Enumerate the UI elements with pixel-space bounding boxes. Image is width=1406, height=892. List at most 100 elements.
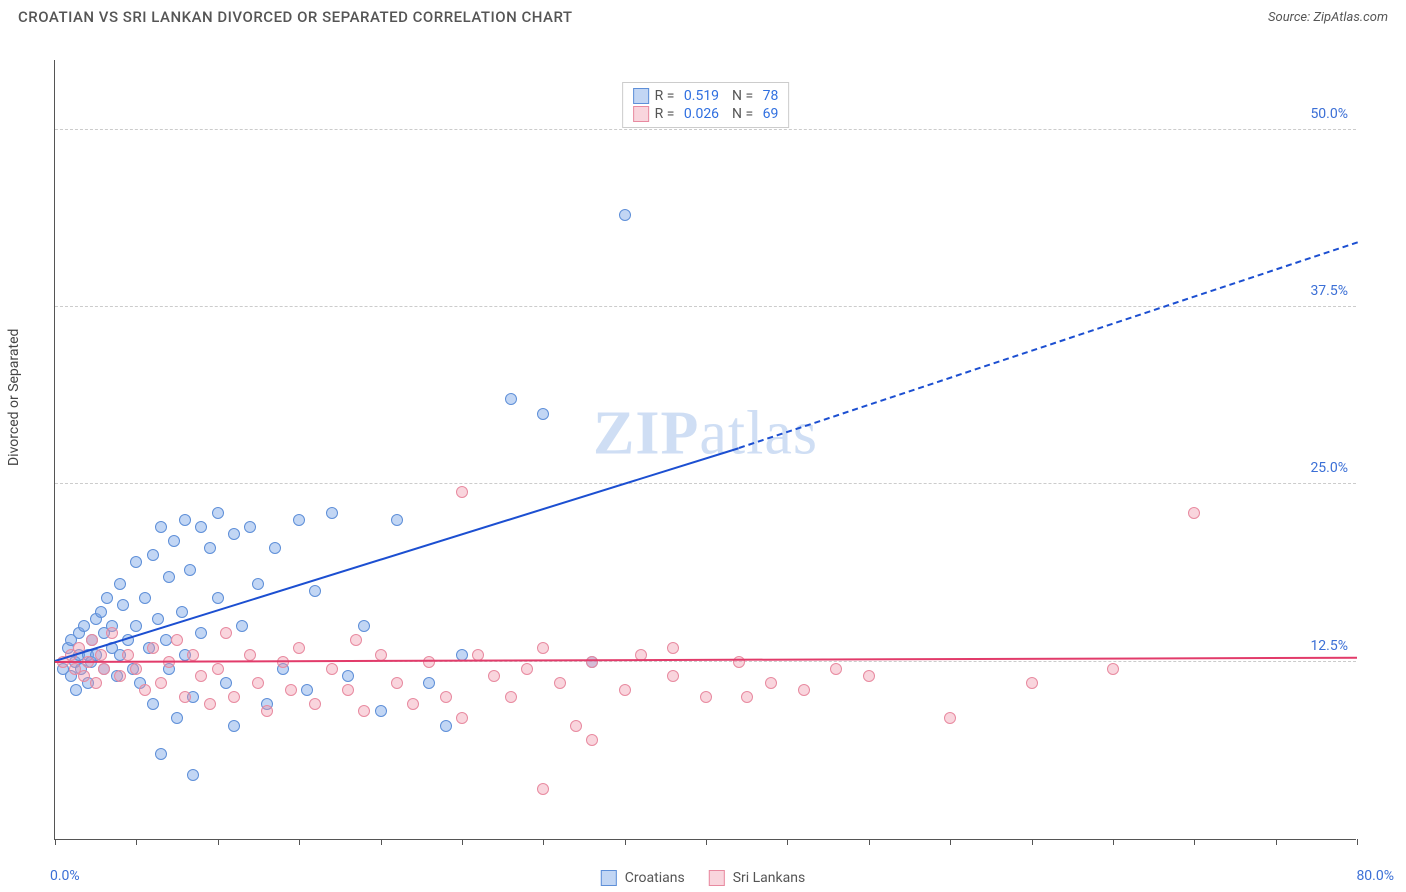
- data-point: [1107, 663, 1119, 675]
- source-link[interactable]: ZipAtlas.com: [1313, 10, 1388, 25]
- gridline: [55, 129, 1356, 130]
- data-point: [117, 599, 129, 611]
- data-point: [358, 705, 370, 717]
- y-tick-label: 37.5%: [1310, 283, 1348, 299]
- data-point: [212, 592, 224, 604]
- data-point: [293, 514, 305, 526]
- data-point: [440, 720, 452, 732]
- data-point: [101, 592, 113, 604]
- chart-header: CROATIAN VS SRI LANKAN DIVORCED OR SEPAR…: [0, 0, 1406, 32]
- data-point: [171, 712, 183, 724]
- data-point: [342, 670, 354, 682]
- data-point: [122, 649, 134, 661]
- data-point: [95, 649, 107, 661]
- data-point: [456, 486, 468, 498]
- data-point: [204, 542, 216, 554]
- data-point: [139, 592, 151, 604]
- watermark-bold: ZIP: [593, 399, 699, 467]
- data-point: [285, 684, 297, 696]
- data-point: [155, 521, 167, 533]
- data-point: [90, 677, 102, 689]
- data-point: [309, 585, 321, 597]
- x-tick: [869, 839, 870, 845]
- x-tick: [462, 839, 463, 845]
- x-tick: [381, 839, 382, 845]
- data-point: [407, 698, 419, 710]
- data-point: [554, 677, 566, 689]
- x-tick: [218, 839, 219, 845]
- data-point: [252, 578, 264, 590]
- data-point: [830, 663, 842, 675]
- x-tick: [1194, 839, 1195, 845]
- x-tick: [299, 839, 300, 845]
- legend-swatch: [601, 870, 617, 886]
- legend-swatch: [633, 106, 649, 122]
- data-point: [204, 698, 216, 710]
- source-attribution: Source: ZipAtlas.com: [1268, 10, 1388, 25]
- data-point: [78, 620, 90, 632]
- data-point: [375, 705, 387, 717]
- legend-swatch: [633, 88, 649, 104]
- data-point: [163, 571, 175, 583]
- data-point: [619, 209, 631, 221]
- x-axis-max-label: 80.0%: [1356, 868, 1394, 884]
- x-tick: [787, 839, 788, 845]
- stat-r-label: R =: [655, 106, 678, 122]
- data-point: [863, 670, 875, 682]
- data-point: [505, 691, 517, 703]
- data-point: [537, 408, 549, 420]
- stat-r-label: R =: [655, 88, 678, 104]
- data-point: [160, 634, 172, 646]
- data-point: [228, 528, 240, 540]
- data-point: [1026, 677, 1038, 689]
- data-point: [155, 677, 167, 689]
- x-tick: [136, 839, 137, 845]
- data-point: [944, 712, 956, 724]
- y-tick-label: 50.0%: [1310, 106, 1348, 122]
- watermark-rest: atlas: [699, 399, 818, 467]
- x-tick: [625, 839, 626, 845]
- data-point: [98, 663, 110, 675]
- data-point: [171, 634, 183, 646]
- data-point: [667, 670, 679, 682]
- stat-r-value: 0.026: [684, 106, 719, 122]
- data-point: [586, 734, 598, 746]
- data-point: [741, 691, 753, 703]
- data-point: [733, 656, 745, 668]
- x-axis-origin-label: 0.0%: [50, 868, 80, 884]
- data-point: [252, 677, 264, 689]
- x-tick: [1032, 839, 1033, 845]
- data-point: [147, 698, 159, 710]
- data-point: [391, 514, 403, 526]
- data-point: [456, 712, 468, 724]
- data-point: [130, 620, 142, 632]
- stats-legend: R = 0.519 N = 78R = 0.026 N = 69: [622, 82, 790, 128]
- stat-r-value: 0.519: [684, 88, 719, 104]
- data-point: [586, 656, 598, 668]
- data-point: [537, 783, 549, 795]
- x-tick: [1113, 839, 1114, 845]
- data-point: [176, 606, 188, 618]
- data-point: [570, 720, 582, 732]
- data-point: [168, 535, 180, 547]
- data-point: [70, 684, 82, 696]
- data-point: [301, 684, 313, 696]
- data-point: [375, 649, 387, 661]
- data-point: [667, 642, 679, 654]
- data-point: [244, 521, 256, 533]
- data-point: [95, 606, 107, 618]
- x-tick: [950, 839, 951, 845]
- data-point: [147, 642, 159, 654]
- data-point: [269, 542, 281, 554]
- data-point: [326, 663, 338, 675]
- data-point: [155, 748, 167, 760]
- stat-n-label: N =: [725, 106, 757, 122]
- series-legend-item: Croatians: [601, 870, 685, 886]
- data-point: [798, 684, 810, 696]
- y-axis-label: Divorced or Separated: [6, 329, 22, 466]
- data-point: [358, 620, 370, 632]
- data-point: [765, 677, 777, 689]
- series-legend-label: Croatians: [625, 870, 685, 886]
- data-point: [440, 691, 452, 703]
- data-point: [342, 684, 354, 696]
